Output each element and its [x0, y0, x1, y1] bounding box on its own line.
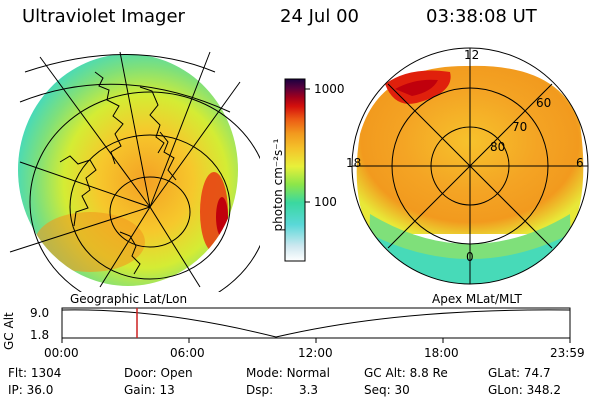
colorbar-tick-1000: 1000 — [314, 82, 345, 96]
status-value: Normal — [286, 366, 330, 380]
mlt-label-18: 18 — [346, 156, 362, 170]
colorbar — [284, 78, 310, 262]
status-value: 36.0 — [26, 383, 54, 397]
app-title: Ultraviolet Imager — [22, 6, 185, 27]
status-gain: Gain: 13 — [124, 383, 175, 397]
colorbar-tick-100: 100 — [314, 195, 337, 209]
status-label: Dsp: — [246, 383, 274, 397]
lat-lon-grid — [9, 51, 260, 292]
altitude-trace — [61, 309, 571, 338]
magnetic-image — [351, 47, 589, 285]
altitude-tick-9: 9.0 — [30, 306, 50, 320]
status-door: Door: Open — [124, 366, 193, 380]
status-mode: Mode: Normal — [246, 366, 330, 380]
status-dsp: Dsp: 3.3 — [246, 383, 318, 397]
mlat-label-70: 70 — [512, 120, 528, 134]
status-label: GLat: — [488, 366, 521, 380]
altitude-plot — [61, 307, 571, 343]
status-value: 30 — [394, 383, 410, 397]
status-label: Gain: — [124, 383, 156, 397]
geographic-image — [9, 51, 260, 292]
time-tick-1200: 12:00 — [298, 346, 333, 360]
status-ip: IP: 36.0 — [8, 383, 53, 397]
status-label: GC Alt: — [364, 366, 406, 380]
time-tick-0600: 06:00 — [170, 346, 205, 360]
mlt-label-0: 0 — [466, 250, 474, 264]
mlat-label-80: 80 — [490, 140, 506, 154]
status-value: 348.2 — [526, 383, 561, 397]
status-label: Flt: — [8, 366, 27, 380]
status-glon: GLon: 348.2 — [488, 383, 561, 397]
status-value: Open — [160, 366, 193, 380]
image-time: 03:38:08 UT — [426, 6, 537, 27]
altitude-tick-1-8: 1.8 — [30, 328, 50, 342]
coastlines — [59, 71, 177, 275]
status-label: Door: — [124, 366, 157, 380]
status-label: Seq: — [364, 383, 391, 397]
status-label: IP: — [8, 383, 23, 397]
mlt-label-6: 6 — [576, 156, 584, 170]
status-value: 1304 — [30, 366, 62, 380]
mlat-mlt-grid — [351, 47, 589, 285]
left-panel-label: Geographic Lat/Lon — [70, 292, 188, 306]
status-flight: Flt: 1304 — [8, 366, 61, 380]
status-glat: GLat: 74.7 — [488, 366, 551, 380]
status-value: 74.7 — [523, 366, 551, 380]
mlat-label-60: 60 — [536, 96, 552, 110]
colorbar-unit-label: photon cm⁻²s⁻¹ — [271, 138, 285, 232]
time-tick-2359: 23:59 — [550, 346, 585, 360]
time-tick-0000: 00:00 — [44, 346, 79, 360]
status-value: 3.3 — [298, 383, 319, 397]
time-tick-1800: 18:00 — [424, 346, 459, 360]
status-label: GLon: — [488, 383, 523, 397]
status-gc-alt: GC Alt: 8.8 Re — [364, 366, 448, 380]
status-value: 8.8 Re — [409, 366, 448, 380]
status-label: Mode: — [246, 366, 283, 380]
image-date: 24 Jul 00 — [280, 6, 359, 27]
status-value: 13 — [159, 383, 175, 397]
status-seq: Seq: 30 — [364, 383, 410, 397]
altitude-axis-title: GC Alt — [2, 312, 16, 350]
mlt-label-12: 12 — [464, 48, 480, 62]
right-panel-label: Apex MLat/MLT — [432, 292, 522, 306]
